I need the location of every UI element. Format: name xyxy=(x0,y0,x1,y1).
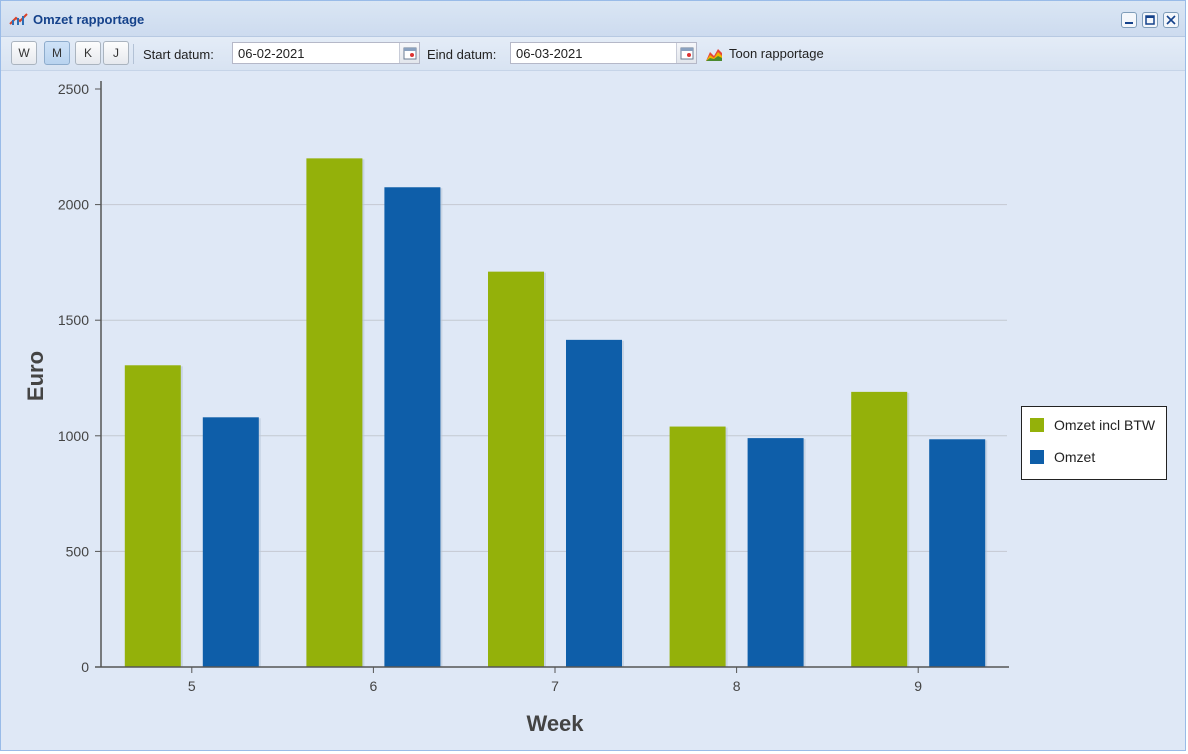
legend-label-incl-btw: Omzet incl BTW xyxy=(1054,417,1156,433)
y-tick-label: 2000 xyxy=(58,197,89,213)
bar xyxy=(669,426,726,667)
close-icon xyxy=(1166,15,1176,25)
start-date-picker-button[interactable] xyxy=(399,43,419,63)
bar xyxy=(747,438,804,667)
show-report-label: Toon rapportage xyxy=(729,46,824,61)
period-year-button[interactable]: J xyxy=(103,41,129,65)
y-tick-label: 1500 xyxy=(58,312,89,328)
bar xyxy=(306,158,363,668)
close-button[interactable] xyxy=(1163,12,1179,28)
toolbar: W M K J Start datum: Eind datum: xyxy=(1,37,1185,71)
bar xyxy=(488,271,544,667)
report-chart-icon xyxy=(706,49,722,61)
x-tick-label: 9 xyxy=(914,678,922,694)
bar xyxy=(851,391,908,667)
bar xyxy=(202,417,259,667)
y-axis-title: Euro xyxy=(23,351,48,401)
start-date-input[interactable] xyxy=(233,43,397,63)
calendar-icon xyxy=(403,47,417,60)
minimize-icon xyxy=(1125,22,1133,24)
end-date-picker-button[interactable] xyxy=(676,43,696,63)
end-date-input[interactable] xyxy=(511,43,674,63)
x-tick-label: 8 xyxy=(733,678,741,694)
legend-swatch-incl-btw xyxy=(1030,418,1044,432)
minimize-button[interactable] xyxy=(1121,12,1137,28)
calendar-icon xyxy=(680,47,694,60)
y-tick-label: 500 xyxy=(66,543,90,559)
x-tick-label: 5 xyxy=(188,678,196,694)
x-tick-label: 6 xyxy=(370,678,378,694)
bar xyxy=(566,339,622,667)
chart-legend: Omzet incl BTW Omzet xyxy=(1021,406,1167,480)
maximize-icon xyxy=(1145,15,1155,25)
start-date-field[interactable] xyxy=(232,42,420,64)
chart-trend-icon xyxy=(9,13,28,25)
end-date-field[interactable] xyxy=(510,42,697,64)
legend-swatch-omzet xyxy=(1030,450,1044,464)
bar xyxy=(384,187,441,667)
y-tick-label: 2500 xyxy=(58,81,89,97)
title-bar: Omzet rapportage xyxy=(1,1,1185,37)
x-axis-title: Week xyxy=(526,711,584,736)
x-tick-label: 7 xyxy=(551,678,559,694)
window-title: Omzet rapportage xyxy=(33,12,145,27)
period-week-button[interactable]: W xyxy=(11,41,37,65)
period-month-button[interactable]: M xyxy=(44,41,70,65)
bar xyxy=(929,439,986,667)
legend-label-omzet: Omzet xyxy=(1054,449,1096,465)
bar-chart: 0 500 1000 1500 2000 2500 5 6 7 8 9 Week Euro xyxy=(23,81,1009,736)
period-quarter-button[interactable]: K xyxy=(75,41,101,65)
y-tick-label: 0 xyxy=(81,659,89,675)
maximize-button[interactable] xyxy=(1142,12,1158,28)
end-date-label: Eind datum: xyxy=(427,47,497,62)
start-date-label: Start datum: xyxy=(143,47,214,62)
y-tick-label: 1000 xyxy=(58,428,89,444)
bar xyxy=(124,365,181,667)
toolbar-separator xyxy=(133,44,134,64)
chart-panel: 0 500 1000 1500 2000 2500 5 6 7 8 9 Week Euro Omzet … xyxy=(1,71,1187,749)
